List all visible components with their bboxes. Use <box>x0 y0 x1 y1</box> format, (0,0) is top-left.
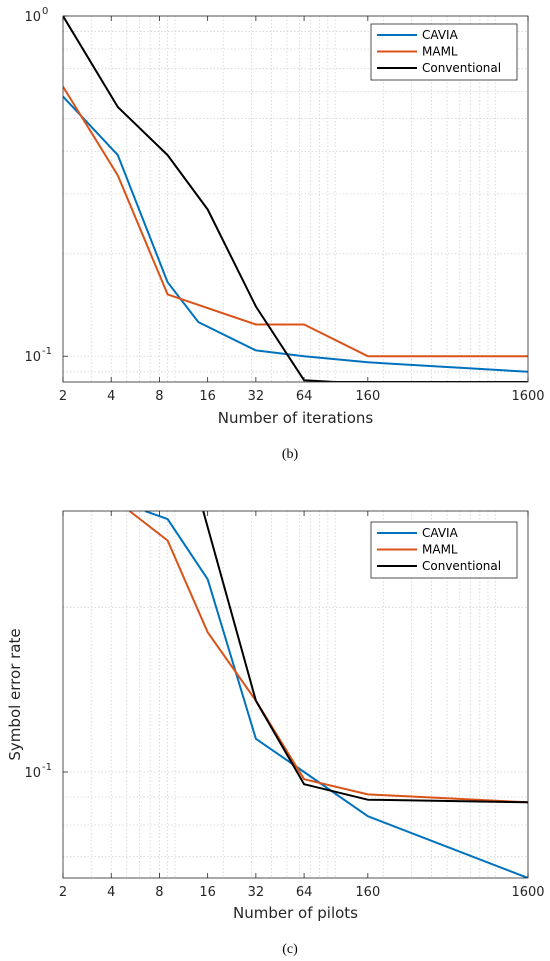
y-tick-exponent: -1 <box>42 762 52 773</box>
x-tick-label: 1600 <box>511 885 544 900</box>
grid <box>63 16 528 382</box>
x-tick-label: 32 <box>248 389 265 404</box>
x-tick-label: 64 <box>296 389 313 404</box>
x-tick-label: 2 <box>59 885 67 900</box>
series-line-cavia <box>144 511 528 878</box>
x-axis-label: Number of pilots <box>233 904 358 922</box>
y-tick-label: 10 <box>24 350 41 365</box>
legend-label: MAML <box>422 45 458 59</box>
x-tick-label: 4 <box>107 885 115 900</box>
x-axis-label: Number of iterations <box>218 409 374 427</box>
x-tick-label: 16 <box>199 885 216 900</box>
y-tick-exponent: 0 <box>42 6 48 17</box>
legend: CAVIA MAML Conventional <box>370 23 518 81</box>
chart-panel-c: 2 4 8 16 32 64 160 1600 10 -1 Number of pilots Symb… <box>6 510 545 957</box>
legend: CAVIA MAML Conventional <box>370 521 518 579</box>
series-line-maml <box>63 86 528 358</box>
y-axis-label: Symbol error rate <box>6 628 24 760</box>
x-tick-label: 1600 <box>511 389 544 404</box>
x-tick-label: 160 <box>355 885 380 900</box>
x-tick-label: 2 <box>59 389 67 404</box>
legend-label: Conventional <box>422 61 501 75</box>
x-tick-label: 160 <box>355 389 380 404</box>
series-line-cavia <box>63 95 528 373</box>
x-tick-label: 64 <box>296 885 313 900</box>
legend-label: CAVIA <box>422 526 459 540</box>
x-tick-label: 8 <box>155 389 163 404</box>
x-tick-label: 16 <box>199 389 216 404</box>
y-tick-exponent: -1 <box>42 346 52 357</box>
y-tick-label: 10 <box>24 10 41 25</box>
axes-frame <box>62 510 529 879</box>
axes-frame <box>62 15 529 383</box>
y-tick-label: 10 <box>24 766 41 781</box>
figure-caption: (b) <box>282 447 299 462</box>
legend-label: Conventional <box>422 559 501 573</box>
figure-caption: (c) <box>282 942 298 957</box>
x-tick-label: 4 <box>107 389 115 404</box>
x-tick-label: 8 <box>155 885 163 900</box>
legend-label: CAVIA <box>422 28 459 42</box>
series-line-conventional <box>202 511 528 804</box>
legend-label: MAML <box>422 543 458 557</box>
x-tick-label: 32 <box>248 885 265 900</box>
